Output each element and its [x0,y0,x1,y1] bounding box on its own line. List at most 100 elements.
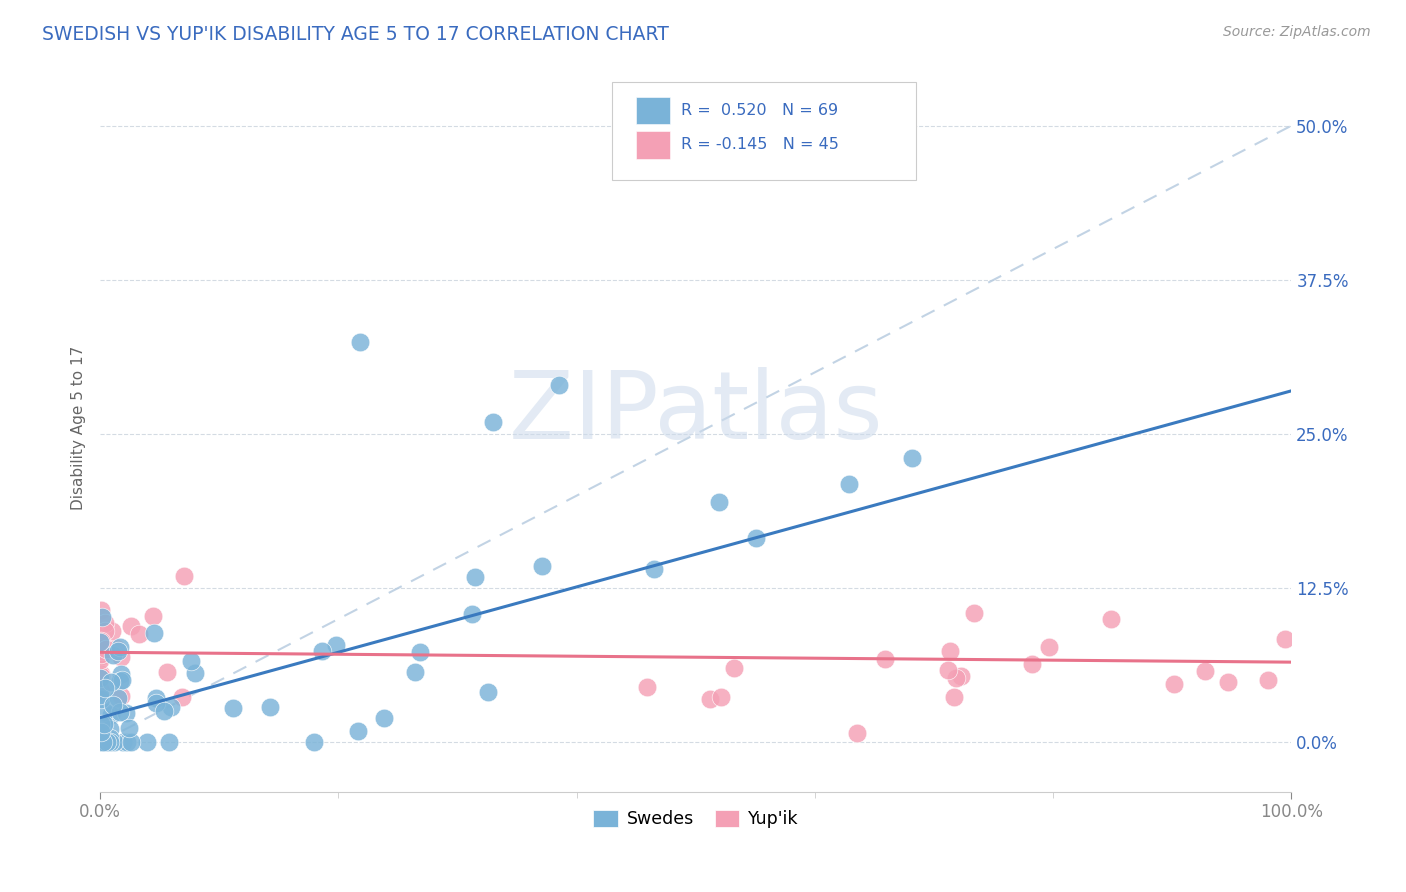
Point [1194,664,1216,678]
Point [105,641,128,656]
FancyBboxPatch shape [636,131,669,159]
Point [1038,640,1060,654]
Point [461,607,484,622]
Point [938,663,960,677]
Point [90,724,112,739]
Point [477,685,499,699]
Point [643,561,665,575]
Point [259,700,281,714]
Point [128,627,150,641]
Point [91,634,114,648]
Point [153,704,176,718]
Point [160,699,183,714]
Point [482,415,505,429]
Point [311,643,333,657]
Point [707,495,730,509]
Point [90,632,112,646]
Point [90,603,112,617]
Point [118,721,141,735]
Text: R =  0.520   N = 69: R = 0.520 N = 69 [682,103,838,118]
FancyBboxPatch shape [613,82,917,180]
Point [180,654,202,668]
Point [93,624,115,638]
Point [98,722,121,736]
Point [96,735,118,749]
Point [1257,673,1279,687]
Point [90,684,112,698]
Point [949,669,972,683]
Point [110,640,132,654]
Point [1099,612,1122,626]
Point [1163,676,1185,690]
Point [98,731,121,746]
Point [723,660,745,674]
Point [963,606,986,620]
Point [325,639,347,653]
Point [404,665,426,680]
Point [98,735,121,749]
Point [91,735,114,749]
Point [159,735,181,749]
Point [222,700,245,714]
Point [142,609,165,624]
Point [103,698,125,713]
Y-axis label: Disability Age 5 to 17: Disability Age 5 to 17 [72,346,86,510]
Point [89,669,111,683]
Legend: Swedes, Yup'ik: Swedes, Yup'ik [586,803,806,835]
Point [170,690,193,704]
Point [1216,674,1239,689]
Point [90,647,112,661]
Point [93,615,115,630]
FancyBboxPatch shape [636,97,669,125]
Point [349,334,371,349]
Point [636,680,658,694]
Point [347,723,370,738]
Point [90,735,112,749]
Point [710,690,733,705]
Point [184,666,207,681]
Point [115,706,138,721]
Point [409,645,432,659]
Point [103,735,125,749]
Point [90,692,112,706]
Point [1274,632,1296,646]
Text: ZIPat​las: ZIPat​las [509,368,883,459]
Point [93,735,115,749]
Point [156,665,179,679]
Point [1021,657,1043,671]
Text: SWEDISH VS YUP'IK DISABILITY AGE 5 TO 17 CORRELATION CHART: SWEDISH VS YUP'IK DISABILITY AGE 5 TO 17… [42,25,669,44]
Point [90,648,112,663]
Point [900,450,922,465]
Point [90,725,112,739]
Point [97,731,120,746]
Point [89,735,111,749]
Point [145,691,167,706]
Point [90,610,112,624]
Point [110,667,132,681]
Point [531,559,554,574]
Point [100,708,122,723]
Point [93,717,115,731]
Point [745,531,768,545]
Point [120,735,142,749]
Point [111,673,134,687]
Point [173,569,195,583]
Point [145,696,167,710]
Point [107,691,129,706]
Point [120,619,142,633]
Point [107,644,129,658]
Point [943,690,966,704]
Point [100,674,122,689]
Point [100,624,122,638]
Point [108,705,131,719]
Point [93,681,115,695]
Point [94,705,117,719]
Point [89,688,111,702]
Point [464,570,486,584]
Point [89,653,111,667]
Point [142,626,165,640]
Point [838,477,860,491]
Point [136,735,159,749]
Point [89,635,111,649]
Point [94,735,117,749]
